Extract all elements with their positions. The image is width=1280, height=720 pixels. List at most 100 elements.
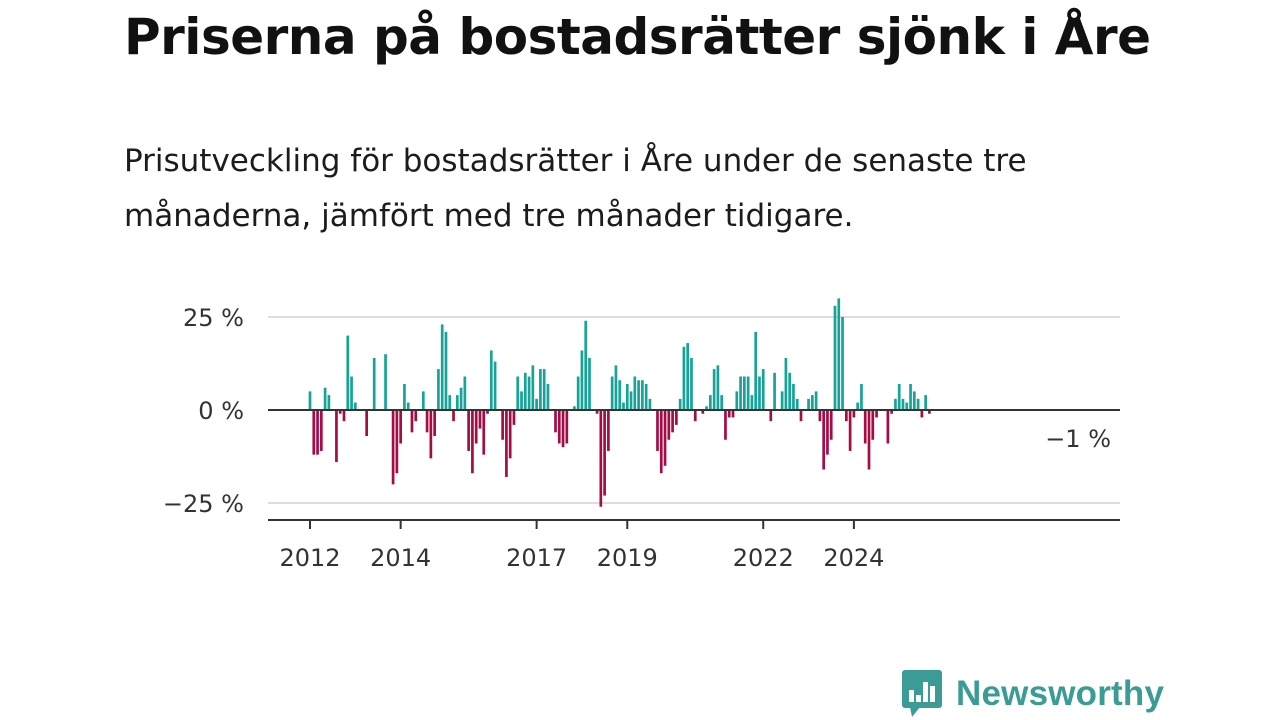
data-bar: [841, 317, 844, 410]
data-bar: [720, 395, 724, 410]
data-bar: [403, 383, 406, 410]
data-bar: [924, 395, 928, 410]
data-bar: [539, 369, 542, 410]
data-bar: [784, 357, 788, 410]
data-bar: [909, 383, 912, 410]
data-bar: [478, 410, 482, 429]
data-bar: [659, 410, 663, 474]
data-bar: [440, 324, 444, 410]
data-bar: [580, 350, 584, 410]
data-bar: [523, 372, 527, 410]
data-bar: [614, 365, 618, 410]
data-bar: [493, 361, 497, 410]
data-bar: [474, 410, 478, 444]
data-bar: [342, 410, 346, 422]
chart-title: Priserna på bostadsrätter sjönk i Åre: [124, 8, 1151, 66]
data-bar: [489, 350, 493, 410]
data-bar: [761, 369, 765, 410]
data-bar: [399, 410, 402, 444]
data-bar: [867, 410, 871, 470]
last-value-label: −1 %: [1045, 425, 1111, 453]
data-bar: [856, 402, 860, 410]
data-bar: [656, 410, 659, 451]
data-bar: [792, 383, 795, 410]
data-bar: [754, 331, 758, 410]
data-bar: [769, 410, 773, 422]
bar-chart: 25 % 0 % −25 % 2012 2014 2017 2019 2022 2024 −1 %: [163, 298, 1120, 572]
data-bar: [486, 410, 489, 414]
data-bar: [750, 395, 754, 410]
data-bar: [746, 376, 750, 410]
data-bar: [573, 406, 576, 410]
data-bar: [875, 410, 878, 418]
data-bar: [535, 398, 538, 410]
data-bar: [433, 410, 436, 437]
x-tick-label: 2014: [370, 544, 431, 572]
data-bar: [644, 383, 648, 410]
data-bar: [618, 380, 622, 410]
data-bar: [822, 410, 826, 470]
data-bar: [826, 410, 829, 455]
x-tick-label: 2019: [597, 544, 658, 572]
data-bar: [852, 410, 856, 418]
data-bar: [308, 391, 312, 410]
data-bar: [727, 410, 731, 418]
data-bar: [886, 410, 890, 444]
data-bar: [576, 376, 580, 410]
data-bar: [508, 410, 512, 459]
data-bar: [516, 376, 520, 410]
data-bar: [607, 410, 610, 451]
data-bar: [675, 410, 678, 425]
data-bar: [546, 383, 550, 410]
bar-chart-speech-bubble-icon: [902, 670, 942, 717]
data-bar: [663, 410, 667, 466]
data-bar: [610, 376, 614, 410]
data-bar: [799, 410, 803, 422]
data-bar: [894, 398, 897, 410]
data-bar: [531, 365, 535, 410]
data-bar: [391, 410, 395, 485]
data-bar: [350, 376, 353, 410]
data-bar: [671, 410, 674, 433]
data-bar: [920, 410, 924, 418]
data-bar: [739, 376, 742, 410]
data-bar: [455, 395, 459, 410]
data-bar: [648, 398, 652, 410]
data-bar: [788, 372, 792, 410]
data-bar: [312, 410, 316, 455]
data-bar: [437, 369, 440, 410]
data-bar: [520, 391, 523, 410]
data-bar: [512, 410, 516, 425]
data-bar: [807, 398, 810, 410]
data-bar: [603, 410, 606, 496]
x-tick-label: 2024: [823, 544, 884, 572]
data-bar: [743, 376, 746, 410]
data-bar: [928, 410, 931, 414]
data-bar: [818, 410, 822, 422]
data-bar: [637, 380, 640, 410]
data-bar: [678, 398, 682, 410]
data-bar: [406, 402, 410, 410]
data-bar: [365, 410, 369, 437]
y-tick-label: 25 %: [183, 304, 244, 332]
data-bar: [384, 354, 387, 410]
data-bar: [452, 410, 455, 422]
y-tick-label: 0 %: [198, 397, 244, 425]
y-tick-label: −25 %: [163, 490, 244, 518]
data-bar: [565, 410, 569, 444]
data-bar: [897, 383, 901, 410]
data-bar: [724, 410, 727, 440]
data-bar: [595, 410, 599, 414]
data-bar: [844, 410, 848, 422]
data-bar: [471, 410, 474, 474]
data-bar: [501, 410, 504, 440]
newsworthy-logo[interactable]: Newsworthy: [902, 670, 1164, 718]
data-bar: [871, 410, 875, 440]
data-bar: [712, 369, 716, 410]
data-bar: [338, 410, 342, 414]
data-bar: [629, 391, 633, 410]
data-bar: [705, 406, 708, 410]
data-bar: [780, 391, 784, 410]
data-bar: [554, 410, 557, 433]
data-bar: [758, 376, 761, 410]
